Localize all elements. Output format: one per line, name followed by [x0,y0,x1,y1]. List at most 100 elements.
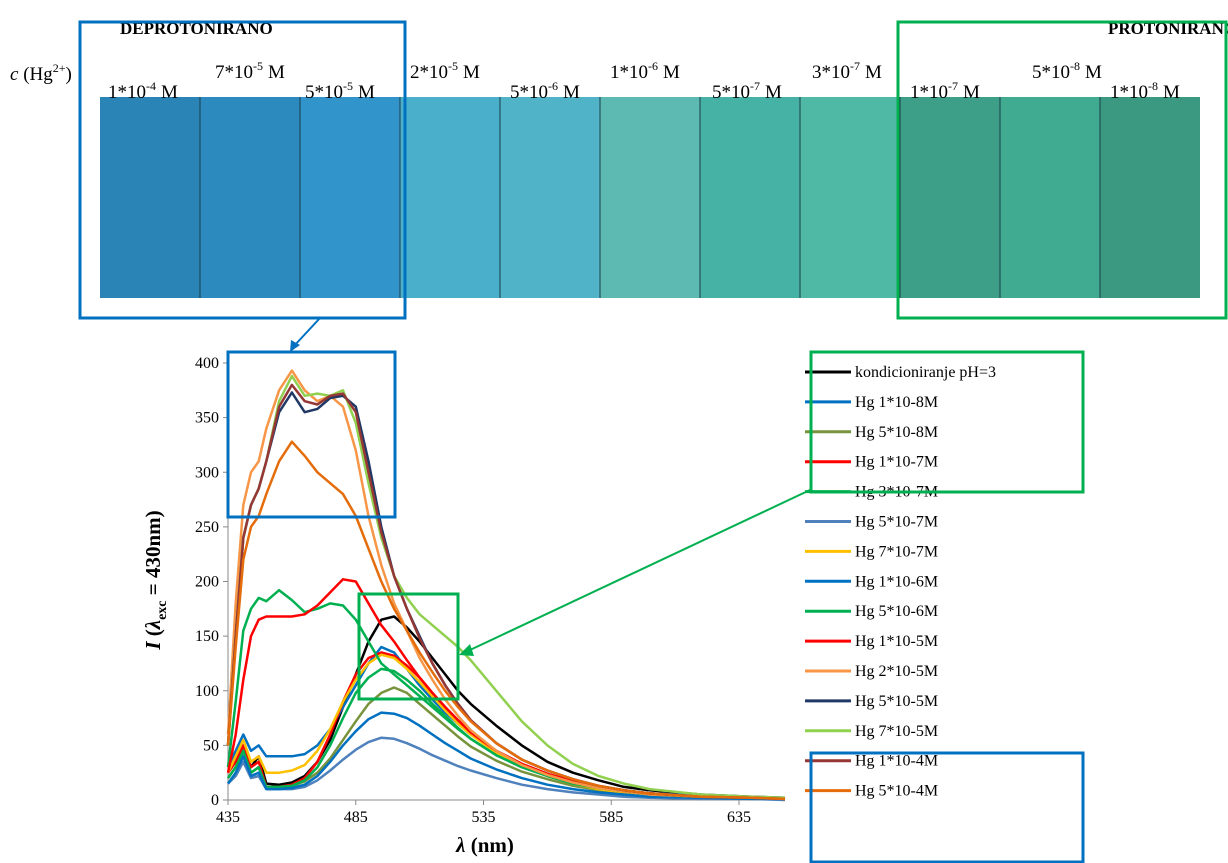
photo-panel [900,97,1000,298]
unit: M [865,62,882,83]
unit: M [765,82,782,103]
exponent: -5 [253,59,263,73]
strip-labels: 1*10-4 M7*10-5 M5*10-5 M2*10-5 M5*10-6 M1*10-… [108,59,1180,103]
label-part: exc [155,600,170,619]
y-tick-label: 0 [211,792,219,809]
legend-label: Hg 1*10-6M [855,573,938,590]
arrowhead [290,340,300,352]
concentration-value: 1*10-7 M [910,79,980,103]
unit: M [463,62,480,83]
blue-box [78,20,407,320]
legend-label: Hg 5*10-8M [855,424,938,441]
y-tick-label: 150 [195,628,219,645]
mantissa: 1*10 [1110,82,1148,103]
photo-panel [700,97,800,298]
legend-label: Hg 2*10-5M [855,663,938,680]
header-right: PROTONIRANO [1108,19,1228,38]
x-tick-label: 535 [472,809,496,826]
header-left: DEPROTONIRANO [120,19,273,38]
concentration-label: c (Hg2+) [10,61,72,85]
x-tick-label: 635 [727,809,751,826]
mantissa: 1*10 [610,62,648,83]
concentration-value: 5*10-6 M [510,79,580,103]
exponent: -7 [750,79,760,93]
exponent: -4 [146,79,156,93]
legend-label: Hg 5*10-7M [855,514,938,531]
line-series [226,383,786,801]
legend-label: Hg 1*10-5M [855,633,938,650]
exponent: -7 [948,79,958,93]
x-tick-label: 585 [599,809,623,826]
concentration-value: 1*10-6 M [610,59,680,83]
line-series [226,711,785,801]
photo-panel [200,97,300,298]
x-tick-label: 435 [216,809,240,826]
concentration-value: 1*10-4 M [108,79,178,103]
y-tick-label: 250 [195,519,219,536]
concentration-value: 2*10-5 M [410,59,480,83]
unit: M [663,62,680,83]
label-part: ( [141,629,165,641]
line-series [226,391,786,801]
label-part: c [10,64,19,85]
concentration-value: 5*10-8 M [1032,59,1102,83]
photo-panel [600,97,700,298]
label-part: λ [141,620,165,630]
photo-panel [300,97,400,298]
line-series [226,440,786,801]
label-part: λ [455,833,465,857]
photo-panel [1100,97,1200,298]
exponent: -5 [343,79,353,93]
legend-label: kondicioniranje pH=3 [855,364,996,381]
mantissa: 5*10 [305,82,343,103]
legend-label: Hg 7*10-7M [855,543,938,560]
arrow [293,317,321,347]
concentration-value: 5*10-7 M [712,79,782,103]
photo-panel [800,97,900,298]
unit: M [1163,82,1180,103]
exponent: -6 [548,79,558,93]
photo-panel [100,97,200,298]
line-series [226,369,786,801]
y-axis-label: I (λexc = 430nm) [141,510,170,650]
exponent: -8 [1148,79,1158,93]
label-part: I [141,641,165,651]
unit: M [1085,62,1102,83]
photo-strip [100,97,1200,298]
legend-label: Hg 5*10-6M [855,603,938,620]
callouts [78,20,1228,863]
x-tick-label: 485 [344,809,368,826]
mantissa: 1*10 [108,82,146,103]
mantissa: 1*10 [910,82,948,103]
green-box [896,20,1228,320]
exponent: -7 [850,59,860,73]
unit: M [358,82,375,103]
legend-label: Hg 1*10-8M [855,394,938,411]
y-tick-label: 300 [195,464,219,481]
exponent: -6 [648,59,658,73]
unit: M [963,82,980,103]
arrow [469,489,811,651]
x-axis-label: λ (nm) [455,833,514,857]
concentration-value: 7*10-5 M [215,59,285,83]
concentration-value: 1*10-8 M [1110,79,1180,103]
blue-box [226,350,397,519]
unit: M [563,82,580,103]
y-tick-label: 200 [195,574,219,591]
mantissa: 7*10 [215,62,253,83]
legend-label: Hg 7*10-5M [855,723,938,740]
unit: M [268,62,285,83]
label-part: (Hg [18,64,53,85]
panel-dividers [199,97,1101,298]
arrowhead [459,644,474,656]
label-part: (nm) [465,833,513,857]
unit: M [161,82,178,103]
concentration-value: 3*10-7 M [812,59,882,83]
photo-panel [500,97,600,298]
legend-label: Hg 5*10-5M [855,693,938,710]
exponent: -8 [1070,59,1080,73]
label-part: = 430nm) [141,510,165,600]
legend-label: Hg 5*10-4M [855,783,938,800]
